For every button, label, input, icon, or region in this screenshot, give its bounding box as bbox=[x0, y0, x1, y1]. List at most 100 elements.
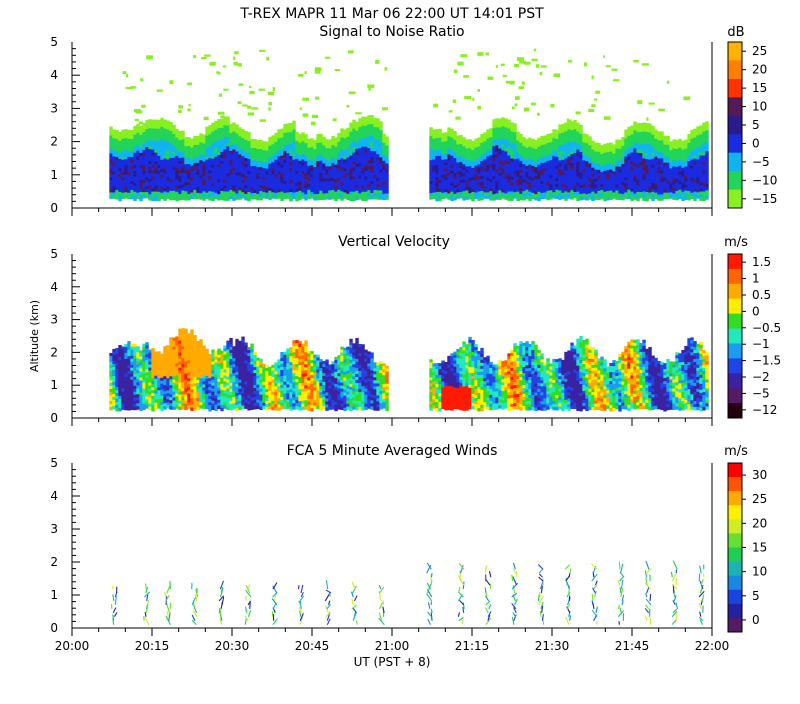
heatmap-cell bbox=[489, 185, 492, 188]
heatmap-cell bbox=[573, 120, 576, 123]
heatmap-cell bbox=[157, 138, 160, 141]
heatmap-cell bbox=[489, 161, 492, 164]
heatmap-cell bbox=[585, 164, 588, 167]
heatmap-cell bbox=[298, 140, 301, 143]
noise-speckle bbox=[567, 119, 569, 122]
heatmap-cell bbox=[280, 147, 283, 150]
heatmap-cell bbox=[666, 142, 669, 145]
heatmap-cell bbox=[223, 194, 226, 197]
heatmap-cell bbox=[262, 165, 265, 168]
heatmap-cell bbox=[681, 174, 684, 177]
heatmap-cell bbox=[199, 133, 202, 136]
heatmap-cell bbox=[154, 370, 157, 373]
heatmap-cell bbox=[666, 181, 669, 184]
heatmap-cell bbox=[525, 184, 528, 187]
heatmap-cell bbox=[175, 189, 178, 192]
heatmap-cell bbox=[690, 145, 693, 148]
noise-speckle bbox=[503, 75, 507, 77]
heatmap-cell bbox=[663, 148, 666, 151]
heatmap-cell bbox=[217, 176, 220, 179]
heatmap-cell bbox=[522, 182, 525, 185]
heatmap-cell bbox=[235, 196, 238, 199]
heatmap-cell bbox=[453, 170, 456, 173]
heatmap-cell bbox=[657, 143, 660, 146]
heatmap-cell bbox=[187, 194, 190, 197]
heatmap-cell bbox=[522, 143, 525, 146]
noise-speckle bbox=[604, 116, 611, 119]
heatmap-cell bbox=[235, 190, 238, 193]
heatmap-cell bbox=[214, 151, 217, 154]
heatmap-cell bbox=[630, 183, 633, 186]
heatmap-cell bbox=[660, 188, 663, 191]
heatmap-cell bbox=[364, 180, 367, 183]
heatmap-cell bbox=[145, 135, 148, 138]
heatmap-cell bbox=[702, 171, 705, 174]
heatmap-cell bbox=[154, 159, 157, 162]
heatmap-cell bbox=[495, 184, 498, 187]
heatmap-cell bbox=[696, 126, 699, 129]
heatmap-cell bbox=[594, 167, 597, 170]
heatmap-cell bbox=[184, 137, 187, 140]
heatmap-cell bbox=[513, 189, 516, 192]
heatmap-cell bbox=[217, 131, 220, 134]
heatmap-cell bbox=[570, 148, 573, 151]
heatmap-cell bbox=[220, 128, 223, 131]
heatmap-cell bbox=[301, 141, 304, 144]
heatmap-cell bbox=[465, 151, 468, 154]
heatmap-cell bbox=[543, 157, 546, 160]
heatmap-cell bbox=[576, 126, 579, 129]
heatmap-cell bbox=[654, 172, 657, 175]
heatmap-cell bbox=[319, 170, 322, 173]
heatmap-cell bbox=[211, 153, 214, 156]
heatmap-cell bbox=[226, 176, 229, 179]
noise-speckle bbox=[349, 92, 356, 95]
heatmap-cell bbox=[208, 191, 211, 194]
heatmap-cell bbox=[334, 171, 337, 174]
heatmap-cell bbox=[370, 166, 373, 169]
heatmap-cell bbox=[148, 128, 151, 131]
heatmap-cell bbox=[364, 123, 367, 126]
noise-speckle bbox=[612, 69, 618, 71]
heatmap-cell bbox=[151, 123, 154, 126]
heatmap-cell bbox=[244, 170, 247, 173]
heatmap-cell bbox=[160, 187, 163, 190]
heatmap-cell bbox=[208, 194, 211, 197]
heatmap-cell bbox=[510, 188, 513, 191]
heatmap-cell bbox=[226, 122, 229, 125]
heatmap-cell bbox=[507, 171, 510, 174]
heatmap-cell bbox=[115, 133, 118, 136]
heatmap-cell bbox=[142, 156, 145, 159]
heatmap-cell bbox=[160, 366, 163, 369]
heatmap-cell bbox=[699, 194, 702, 197]
heatmap-cell bbox=[343, 129, 346, 132]
heatmap-cell bbox=[612, 168, 615, 171]
heatmap-cell bbox=[501, 192, 504, 195]
heatmap-cell bbox=[519, 134, 522, 137]
heatmap-cell bbox=[429, 127, 432, 130]
heatmap-cell bbox=[139, 371, 142, 374]
heatmap-cell bbox=[319, 188, 322, 191]
heatmap-cell bbox=[133, 171, 136, 174]
heatmap-cell bbox=[510, 137, 513, 140]
heatmap-cell bbox=[241, 132, 244, 135]
heatmap-cell bbox=[507, 177, 510, 180]
heatmap-cell bbox=[450, 147, 453, 150]
heatmap-cell bbox=[468, 151, 471, 154]
heatmap-cell bbox=[139, 162, 142, 165]
heatmap-cell bbox=[109, 153, 112, 156]
heatmap-cell bbox=[241, 129, 244, 132]
heatmap-cell bbox=[429, 169, 432, 172]
heatmap-cell bbox=[139, 374, 142, 377]
heatmap-cell bbox=[525, 175, 528, 178]
heatmap-cell bbox=[531, 166, 534, 169]
heatmap-cell bbox=[549, 157, 552, 160]
heatmap-cell bbox=[181, 143, 184, 146]
heatmap-cell bbox=[355, 137, 358, 140]
heatmap-cell bbox=[567, 162, 570, 165]
heatmap-cell bbox=[190, 181, 193, 184]
heatmap-cell bbox=[370, 160, 373, 163]
heatmap-cell bbox=[271, 153, 274, 156]
heatmap-cell bbox=[684, 149, 687, 152]
heatmap-cell bbox=[169, 125, 172, 128]
heatmap-cell bbox=[121, 190, 124, 193]
